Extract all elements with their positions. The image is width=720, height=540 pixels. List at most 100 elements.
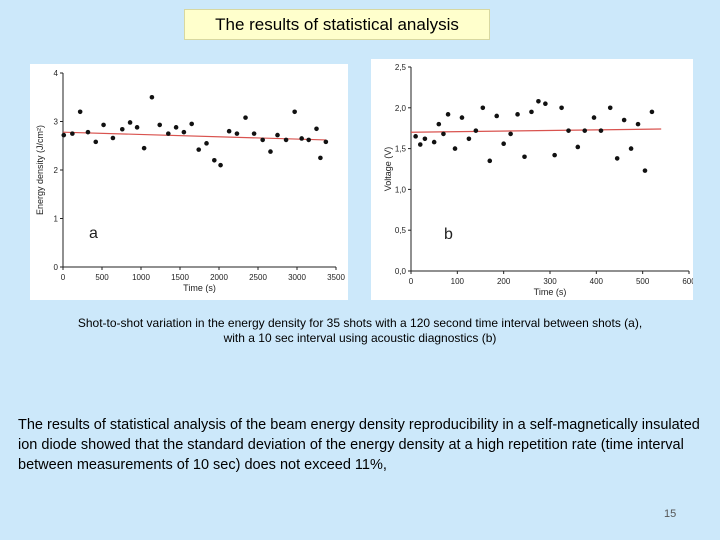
data-point: [529, 109, 534, 115]
caption-line-2: with a 10 sec interval using acoustic di…: [223, 331, 497, 345]
y-axis-label: Energy density (J/cm²): [35, 125, 45, 215]
data-point: [501, 141, 506, 147]
data-point: [141, 145, 147, 151]
data-point: [436, 121, 442, 127]
data-point: [204, 141, 209, 146]
page-number: 15: [664, 508, 677, 520]
data-point: [101, 122, 106, 128]
data-point: [480, 105, 486, 111]
data-point: [559, 105, 564, 111]
x-tick-label: 500: [636, 277, 650, 286]
data-point: [515, 112, 520, 117]
data-point: [149, 94, 155, 100]
data-point: [77, 109, 83, 115]
x-axis-label: Time (s): [534, 287, 567, 297]
data-point: [323, 139, 329, 145]
y-tick-label: 0: [54, 263, 59, 272]
data-point: [552, 152, 557, 158]
data-point: [422, 136, 428, 142]
chart-a-plot: 0 500 1000 1500 2000 2500 3000 3500 0 1 2 3 4 Time (s…: [35, 69, 345, 293]
trend-line: [410, 128, 662, 133]
y-tick-label: 0,5: [395, 226, 407, 235]
trend-line: [62, 131, 326, 141]
data-point: [196, 147, 202, 152]
data-point: [642, 168, 648, 173]
data-point: [314, 126, 319, 132]
data-point: [566, 128, 571, 133]
x-tick-label: 1000: [132, 273, 150, 282]
data-point: [93, 139, 99, 145]
data-point: [226, 128, 232, 134]
y-tick-label: 2,0: [395, 104, 407, 113]
data-point: [306, 137, 312, 143]
data-point: [536, 98, 541, 104]
data-point: [582, 128, 588, 133]
data-point: [299, 136, 304, 141]
data-point: [508, 131, 513, 137]
x-tick-label: 2000: [210, 273, 228, 282]
data-point: [268, 149, 273, 154]
figure-caption: Shot-to-shot variation in the energy den…: [0, 316, 720, 346]
x-tick-label: 1500: [171, 273, 189, 282]
x-tick-label: 400: [590, 277, 604, 286]
y-tick-label: 2: [54, 166, 59, 175]
data-point: [494, 113, 500, 119]
chart-voltage: 0 100 200 300 400 500 600 0,0 0,5 1,0 1,5 2,0 2,5 Tim…: [371, 59, 693, 300]
data-point: [487, 158, 493, 164]
y-tick-label: 2,5: [395, 63, 407, 72]
data-point: [119, 126, 125, 132]
data-point: [466, 136, 472, 142]
y-tick-label: 1: [54, 215, 59, 224]
x-tick-label: 2500: [249, 273, 267, 282]
data-point: [251, 131, 257, 136]
data-point: [157, 122, 163, 128]
x-tick-label: 0: [409, 277, 414, 286]
data-point: [649, 109, 655, 115]
data-point: [292, 109, 297, 115]
data-point: [607, 105, 613, 111]
x-axis-label: Time (s): [183, 283, 216, 293]
data-point: [212, 158, 217, 163]
x-tick-label: 0: [61, 273, 66, 282]
data-point: [127, 120, 133, 125]
data-point: [275, 132, 280, 138]
data-point: [635, 121, 641, 127]
x-tick-label: 3500: [327, 273, 345, 282]
data-point: [318, 155, 323, 161]
data-point: [628, 146, 634, 151]
data-point: [417, 142, 423, 147]
y-tick-label: 1,5: [395, 145, 407, 154]
data-point: [459, 115, 465, 120]
data-point: [181, 129, 187, 135]
data-point: [575, 144, 581, 150]
y-axis-label: Voltage (V): [383, 147, 393, 192]
chart-b-plot: 0 100 200 300 400 500 600 0,0 0,5 1,0 1,5 2,0 2,5 Tim…: [383, 63, 693, 297]
data-point: [598, 128, 604, 133]
data-point: [85, 129, 91, 135]
data-point: [473, 128, 479, 133]
data-point: [413, 134, 418, 139]
data-point: [218, 162, 223, 168]
data-point: [452, 146, 458, 151]
panel-label: a: [89, 225, 98, 242]
y-tick-label: 0,0: [395, 267, 407, 276]
y-tick-label: 1,0: [395, 185, 407, 194]
x-tick-label: 100: [451, 277, 465, 286]
data-point: [441, 131, 446, 137]
slide-title: The results of statistical analysis: [184, 9, 490, 40]
data-point: [134, 125, 140, 130]
data-point: [522, 154, 527, 160]
data-point: [189, 121, 194, 127]
data-point: [445, 112, 451, 117]
data-point: [621, 117, 627, 123]
data-point: [61, 132, 67, 138]
x-tick-label: 600: [682, 277, 693, 286]
data-point: [173, 125, 179, 130]
data-point: [591, 115, 597, 120]
data-point: [110, 135, 116, 141]
y-tick-label: 4: [54, 69, 59, 78]
panel-label: b: [444, 226, 453, 243]
chart-energy-density: 0 500 1000 1500 2000 2500 3000 3500 0 1 2 3 4 Time (s…: [30, 64, 348, 300]
body-paragraph: The results of statistical analysis of t…: [18, 417, 700, 473]
x-tick-label: 500: [95, 273, 109, 282]
